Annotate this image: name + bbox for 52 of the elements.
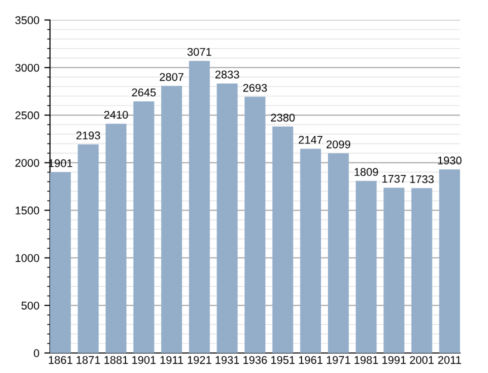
x-tick-label: 1981	[354, 356, 378, 364]
y-tick-label: 2000	[15, 158, 40, 167]
x-tick-label: 1861	[48, 356, 72, 364]
y-tick-label: 1500	[16, 206, 40, 214]
data-label: 2645	[132, 88, 156, 96]
data-label: 2410	[104, 110, 128, 119]
x-tick-label: 1961	[299, 356, 322, 364]
bar	[272, 126, 294, 353]
x-tick-label: 1871	[76, 356, 100, 364]
data-label: 1930	[438, 156, 462, 164]
data-label: 2147	[298, 136, 322, 144]
bar	[439, 169, 460, 353]
x-tick-label: 1991	[382, 356, 406, 364]
bar	[106, 124, 126, 353]
x-tick-label: 2011	[438, 356, 461, 364]
data-label: 2833	[215, 70, 240, 78]
y-tick-label: 3000	[15, 64, 40, 72]
x-tick-label: 1881	[104, 356, 128, 364]
x-tick-label: 1971	[326, 356, 350, 364]
data-label: 1737	[382, 174, 406, 183]
data-label: 2807	[160, 73, 184, 81]
data-label: 1733	[410, 175, 434, 184]
x-tick-label: 1901	[132, 356, 156, 364]
data-label: 1809	[354, 168, 378, 176]
data-label: 2693	[243, 84, 267, 92]
x-tick-label: 1911	[160, 356, 184, 364]
data-label: 2099	[326, 140, 350, 148]
data-label: 2193	[76, 132, 100, 140]
y-tick-label: 500	[21, 302, 40, 310]
x-tick-label: 1951	[271, 356, 295, 364]
data-label: 3071	[187, 48, 212, 56]
bar	[216, 83, 238, 353]
bar	[411, 188, 432, 353]
bar	[161, 86, 182, 353]
x-tick-label: 1921	[188, 356, 212, 364]
bar	[384, 188, 404, 353]
x-tick-label: 2001	[410, 356, 434, 364]
y-tick-label: 2500	[15, 111, 40, 120]
bar	[78, 144, 99, 353]
bar	[328, 153, 349, 353]
bar	[356, 180, 377, 353]
y-tick-label: 3500	[15, 16, 40, 24]
x-tick-label: 1936	[243, 356, 267, 364]
bar	[133, 101, 154, 353]
y-tick-label: 1000	[16, 254, 40, 262]
x-tick-label: 1931	[216, 356, 240, 364]
bar	[244, 96, 266, 353]
bar	[188, 60, 210, 353]
data-label: 2380	[271, 114, 295, 122]
y-tick-label: 0	[34, 349, 40, 358]
bar	[300, 148, 322, 353]
bar	[50, 172, 71, 353]
